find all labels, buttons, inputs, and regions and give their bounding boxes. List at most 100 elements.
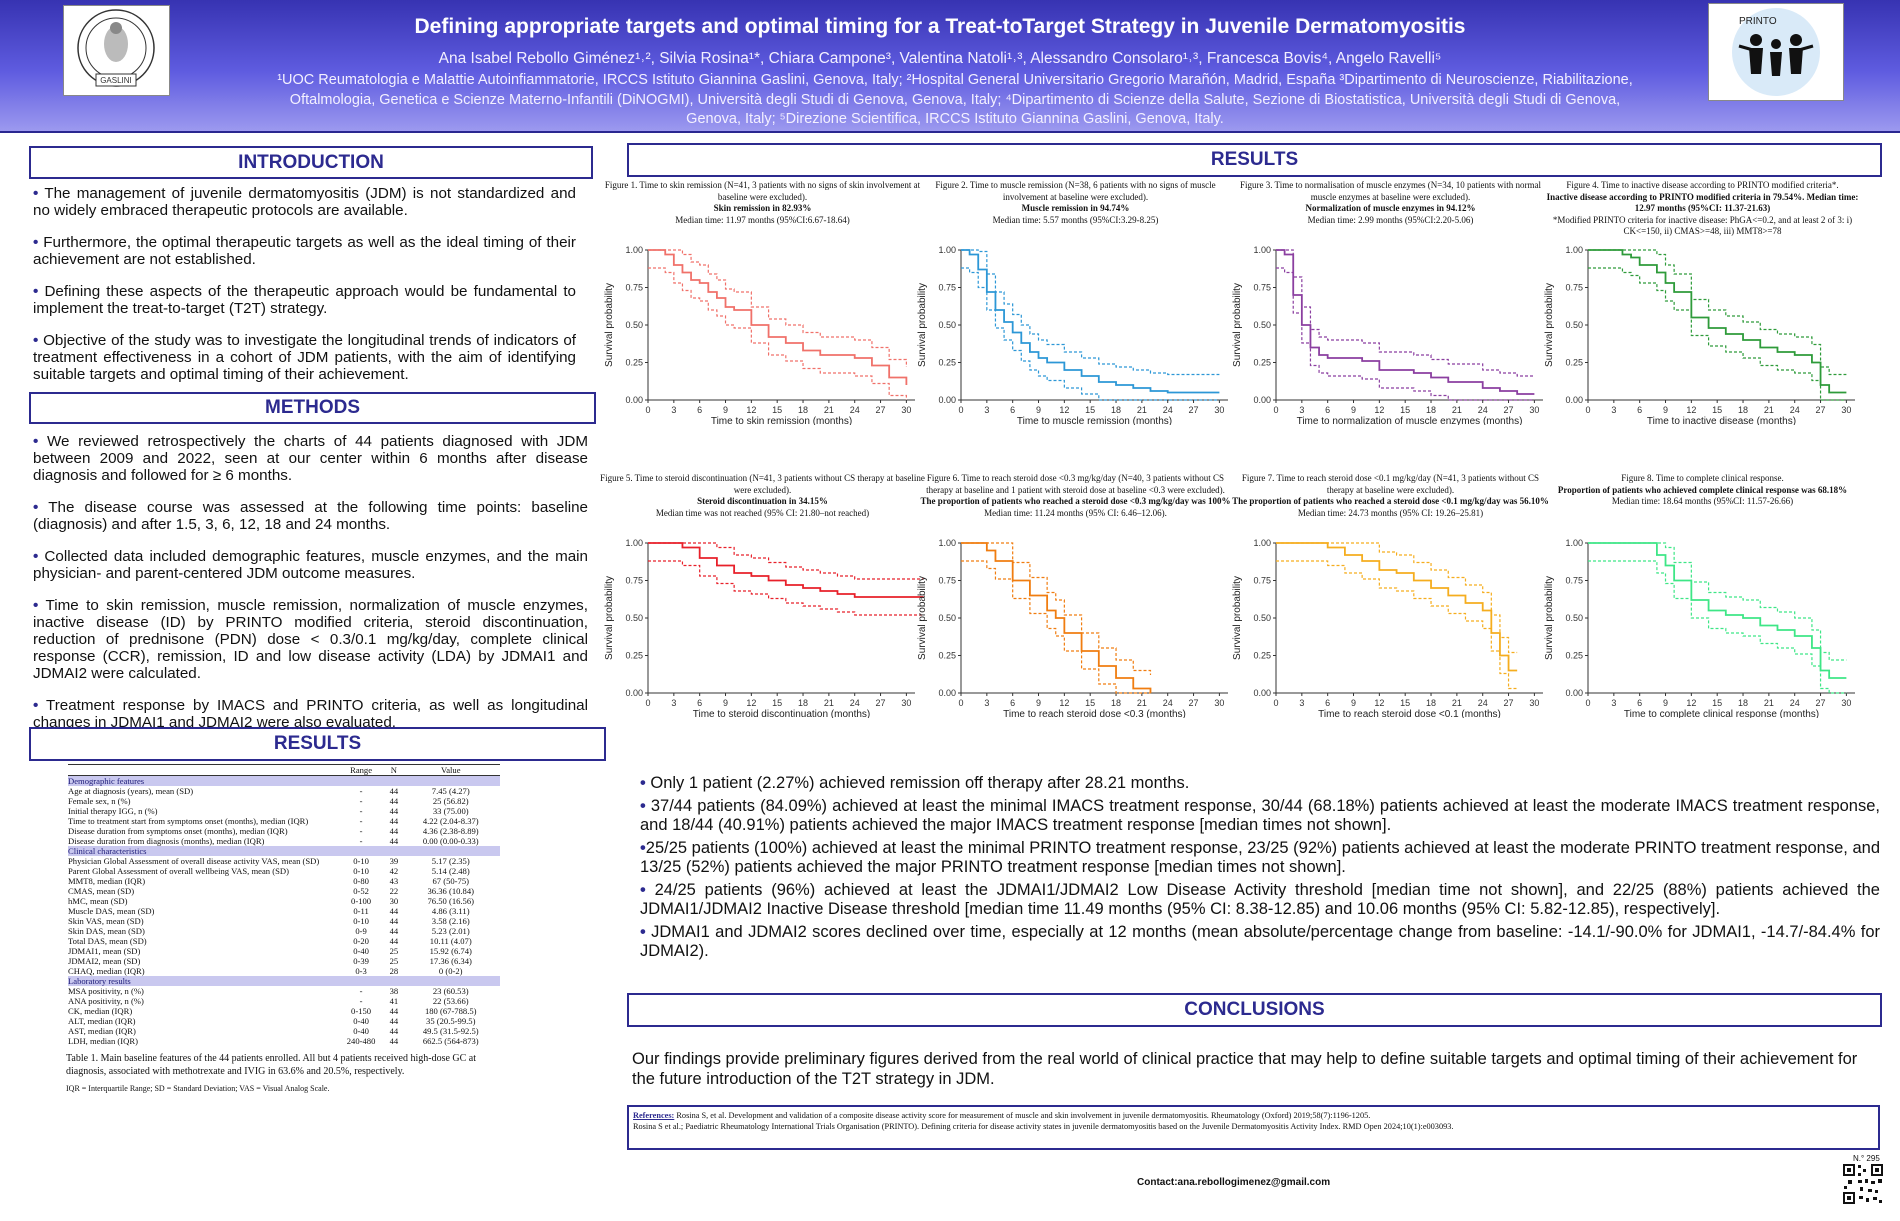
table-cell: 49.5 (31.5-92.5) [422,1026,479,1036]
x-tick-label: 15 [1712,405,1722,415]
x-tick-label: 3 [1299,405,1304,415]
x-tick-label: 15 [1712,698,1722,708]
x-tick-label: 18 [1111,698,1121,708]
x-tick-label: 21 [1764,698,1774,708]
figure-stat2: Median time: 5.57 months (95%CI:3.29-8.2… [992,214,1159,225]
reference-2: Rosina S et al.; Paediatric Rheumatology… [633,1122,1454,1131]
x-tick-label: 0 [1273,698,1278,708]
x-tick-label: 27 [1189,405,1199,415]
ci-upper-line [648,542,924,580]
table-cell: 0-100 [351,896,372,906]
y-tick-label: 1.00 [1565,245,1583,255]
table-cell: Female sex, n (%) [68,796,131,806]
table-row: Total DAS, mean (SD) 0-20 44 10.11 (4.07) [68,936,500,946]
figure-caption: Figure 4. Time to inactive disease accor… [1566,180,1839,190]
x-tick-label: 21 [824,698,834,708]
survival-curve [961,249,1220,394]
table-cell: 4.22 (2.04-8.37) [422,816,479,826]
table-cell: hMC, mean (SD) [68,896,128,906]
x-tick-label: 24 [850,405,860,415]
x-tick-label: 12 [1059,405,1069,415]
ci-upper-line [961,542,1152,675]
table-header: Range [335,764,387,776]
x-tick-label: 21 [824,405,834,415]
table-cell: Muscle DAS, mean (SD) [68,906,155,916]
figure-stat2: Median time: 11.24 months (95% CI: 6.46–… [984,507,1167,518]
y-tick-label: 1.00 [938,538,956,548]
km-plot: 0.00 0.25 0.50 0.75 1.00 0 3 6 9 12 15 18 21 24 27 30 Ti… [1544,245,1855,425]
x-tick-label: 9 [1036,405,1041,415]
ci-lower-line [648,560,924,616]
table-cell: Disease duration from symptoms onset (mo… [68,826,288,836]
figure-stat2: Median time was not reached (95% CI: 21.… [655,507,870,518]
x-tick-label: 0 [958,698,963,708]
ci-upper-line [1276,249,1535,377]
x-tick-label: 3 [1611,698,1616,708]
figure-stat1: Steroid discontinuation in 34.15% [697,496,828,506]
table-row: CMAS, mean (SD) 0-52 22 36.36 (10.84) [68,886,500,896]
y-tick-label: 0.25 [1565,358,1583,368]
table-cell: CK, median (IQR) [68,1006,133,1016]
ci-upper-line [648,249,907,367]
table-row: CHAQ, median (IQR) 0-3 28 0 (0-2) [68,966,500,976]
methods-text: • We reviewed retrospectively the charts… [33,433,588,746]
contact-email: Contact:ana.rebollogimenez@gmail.com [1137,1177,1331,1188]
table-cell: - [359,786,363,796]
table-cell: 3.58 (2.16) [431,916,470,926]
table-cell: 44 [389,916,399,926]
x-tick-label: 15 [1085,405,1095,415]
table-row: JDMAI2, mean (SD) 0-39 25 17.36 (6.34) [68,956,500,966]
y-tick-label: 0.75 [625,576,643,586]
y-tick-label: 0.50 [1253,613,1271,623]
table-cell: 42 [389,866,399,876]
x-tick-label: 24 [1478,405,1488,415]
x-tick-label: 24 [1163,405,1173,415]
gaslini-logo: GASLINI [63,5,170,96]
figure-caption: Figure 1. Time to skin remission (N=41, … [600,180,925,240]
introduction-heading: INTRODUCTION [29,146,593,179]
table-cell: LDH, median (IQR) [68,1036,138,1046]
figure-caption: Figure 6. Time to reach steroid dose <0.… [913,473,1238,533]
table-cell: 0-20 [353,936,369,946]
x-tick-label: 21 [1452,405,1462,415]
x-tick-label: 30 [901,698,911,708]
table-cell: 44 [389,1006,399,1016]
table-cell: Skin VAS, mean (SD) [68,916,144,926]
table-row: JDMAI1, mean (SD) 0-40 25 15.92 (6.74) [68,946,500,956]
introduction-text: • The management of juvenile dermatomyos… [33,185,576,398]
table-row: Skin DAS, mean (SD) 0-9 44 5.23 (2.01) [68,926,500,936]
results-bullet-3: •25/25 patients (100%) achieved at least… [640,838,1880,877]
x-tick-label: 30 [1529,698,1539,708]
table-cell: 0-40 [353,946,369,956]
figure-stat2: *Modified PRINTO criteria for inactive d… [1552,214,1853,237]
poster-number: N.° 295 [1853,1154,1880,1163]
table-row: Time to treatment start from symptoms on… [68,816,500,826]
survival-curve [1588,249,1847,394]
reference-1: Rosina S, et al. Development and validat… [676,1111,1371,1120]
intro-bullet-2: • Furthermore, the optimal therapeutic t… [33,234,576,268]
table-cell: - [359,996,363,1006]
figure-caption: Figure 5. Time to steroid discontinuatio… [600,473,925,533]
x-tick-label: 27 [1189,698,1199,708]
x-tick-label: 6 [1325,698,1330,708]
km-figure-4: Figure 4. Time to inactive disease accor… [1540,180,1865,425]
gaslini-logo-text: GASLINI [100,76,132,85]
km-plot: 0.00 0.25 0.50 0.75 1.00 0 3 6 9 12 15 18 21 24 27 30 Ti… [917,245,1228,425]
km-figure-6: Figure 6. Time to reach steroid dose <0.… [913,473,1238,718]
methods-bullet-2: • The disease course was assessed at the… [33,499,588,533]
table-cell: 25 [389,946,399,956]
table-cell: 44 [389,1016,399,1026]
table-cell: 4.36 (2.38-8.89) [422,826,479,836]
table-cell: 44 [389,806,399,816]
table-cell: - [359,796,363,806]
table-row: Female sex, n (%) - 44 25 (56.82) [68,796,500,806]
results-bullet-2: • 37/44 patients (84.09%) achieved at le… [640,796,1880,835]
printo-logo-text: PRINTO [1739,16,1777,27]
y-tick-label: 1.00 [1565,538,1583,548]
table-cell: 0-150 [351,1006,372,1016]
intro-bullet-4: • Objective of the study was to investig… [33,332,576,383]
y-tick-label: 0.75 [1565,576,1583,586]
table-row: MMT8, median (IQR) 0-80 43 67 (50-75) [68,876,500,886]
table-row: Muscle DAS, mean (SD) 0-11 44 4.86 (3.11) [68,906,500,916]
y-tick-label: 0.25 [938,651,956,661]
